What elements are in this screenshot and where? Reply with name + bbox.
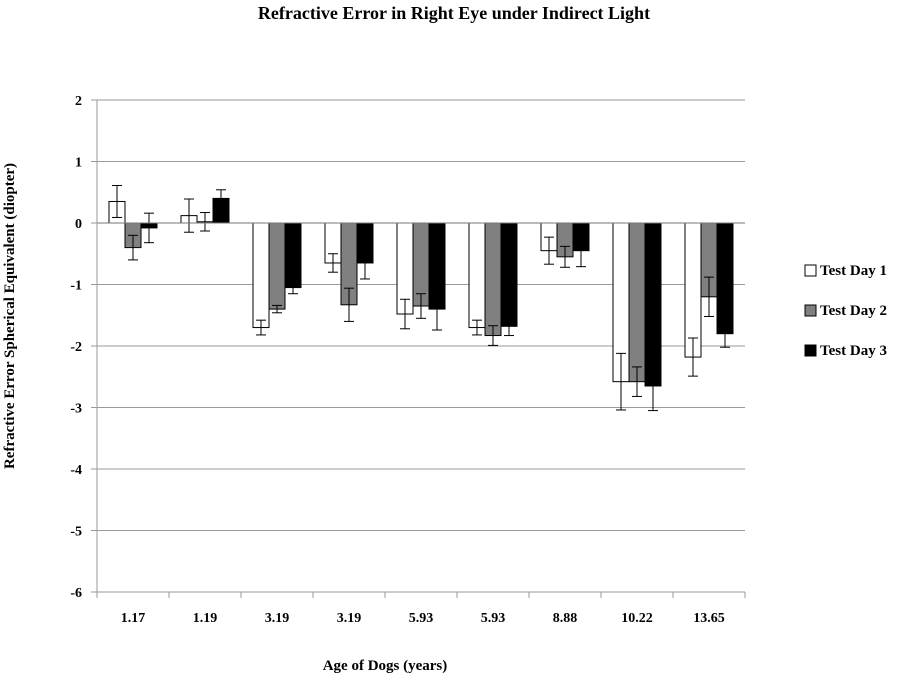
bar [468, 222, 486, 329]
y-tick-label: 1 [75, 156, 82, 171]
legend-label: Test Day 3 [820, 343, 887, 359]
bar [628, 222, 646, 383]
y-tick-label: -3 [70, 402, 82, 417]
x-tick-label: 1.19 [193, 611, 218, 626]
bar [684, 222, 702, 358]
bar [268, 222, 286, 310]
bar [716, 222, 734, 335]
y-tick-labels: 2 1 0 -1 -2 -3 -4 -5 -6 [70, 94, 82, 601]
legend-label: Test Day 2 [820, 303, 887, 319]
y-tick-label: 0 [75, 217, 82, 232]
x-tick-label: 13.65 [693, 611, 725, 626]
y-tick-label: 2 [75, 94, 82, 109]
error-bars [112, 184, 730, 412]
y-axis-label: Refractive Error Spherical Equivalent (d… [2, 163, 18, 469]
x-axis-label: Age of Dogs (years) [323, 658, 448, 674]
legend-swatch [804, 344, 817, 357]
y-tick-label: -1 [70, 279, 82, 294]
bar [500, 222, 518, 327]
y-tick-label: -2 [70, 340, 82, 355]
bar [284, 222, 302, 289]
y-tick-label: -6 [70, 586, 82, 601]
x-tick-label: 10.22 [621, 611, 653, 626]
legend-swatch [804, 304, 817, 317]
axes [91, 99, 746, 598]
x-tick-label: 3.19 [337, 611, 362, 626]
x-tick-label: 5.93 [481, 611, 506, 626]
legend: Test Day 1 Test Day 2 Test Day 3 [804, 263, 887, 359]
x-tick-label: 5.93 [409, 611, 434, 626]
bars [108, 197, 734, 387]
x-tick-label: 8.88 [553, 611, 578, 626]
x-tick-label: 1.17 [121, 611, 146, 626]
bar [252, 222, 270, 329]
chart-title: Refractive Error in Right Eye under Indi… [258, 3, 650, 23]
legend-swatch [804, 264, 817, 277]
x-tick-labels: 1.17 1.19 3.19 3.19 5.93 5.93 8.88 10.22 13.65 [121, 611, 725, 626]
bar [484, 222, 502, 337]
x-tick-label: 3.19 [265, 611, 290, 626]
y-tick-label: -4 [70, 463, 82, 478]
legend-label: Test Day 1 [820, 263, 887, 279]
y-tick-label: -5 [70, 525, 82, 540]
